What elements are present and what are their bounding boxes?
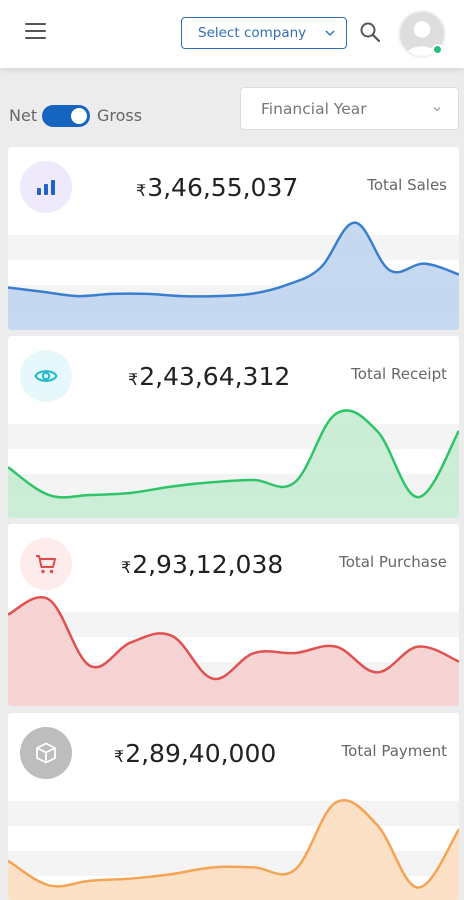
trend-line (8, 221, 459, 298)
card-icon-wrap (20, 161, 72, 213)
trend-line (8, 409, 459, 499)
total-sales-label: Total Sales (367, 176, 447, 194)
card-icon-wrap (20, 350, 72, 402)
chevron-down-icon (325, 30, 335, 36)
amount: 3,46,55,037 (147, 173, 299, 202)
search-icon[interactable] (359, 21, 381, 43)
total-purchase-label: Total Purchase (339, 553, 447, 571)
financial-year-placeholder: Financial Year (261, 99, 367, 118)
total-sales-card[interactable]: ₹3,46,55,037 Total Sales (8, 147, 459, 330)
currency-symbol: ₹ (121, 558, 132, 577)
total-purchase-card[interactable]: ₹2,93,12,038 Total Purchase (8, 524, 459, 706)
card-icon-wrap (20, 727, 72, 779)
company-select-value: Select company (198, 25, 307, 41)
payment-trend-chart (8, 799, 459, 900)
currency-symbol: ₹ (114, 747, 125, 766)
trend-area (8, 800, 459, 900)
financial-year-select[interactable]: Financial Year (240, 87, 459, 130)
total-receipt-card[interactable]: ₹2,43,64,312 Total Receipt (8, 336, 459, 518)
total-purchase-value: ₹2,93,12,038 (121, 550, 283, 579)
toggle-knob (71, 108, 87, 124)
total-receipt-label: Total Receipt (351, 365, 447, 383)
receipt-trend-chart (8, 409, 459, 518)
total-sales-value: ₹3,46,55,037 (136, 173, 298, 202)
grid-band (8, 424, 459, 449)
net-gross-toggle[interactable] (42, 105, 90, 127)
company-select[interactable]: Select company (181, 17, 347, 49)
currency-symbol: ₹ (136, 181, 147, 200)
grid-band (8, 801, 459, 826)
chevron-down-icon (433, 107, 441, 112)
currency-symbol: ₹ (128, 370, 139, 389)
eye-icon (34, 370, 58, 382)
trend-line (8, 799, 459, 889)
trend-area (8, 222, 459, 330)
card-icon-wrap (20, 538, 72, 590)
gross-label: Gross (97, 106, 143, 125)
shopping-cart-icon (36, 555, 56, 574)
bar-chart-icon (37, 180, 55, 195)
total-payment-value: ₹2,89,40,000 (114, 739, 276, 768)
purchase-trend-chart (8, 596, 459, 706)
amount: 2,43,64,312 (139, 362, 291, 391)
package-icon (36, 742, 56, 764)
amount: 2,93,12,038 (132, 550, 284, 579)
app-header: Select company (0, 0, 464, 68)
grid-band (8, 612, 459, 637)
online-status-badge (432, 44, 443, 55)
hamburger-menu-icon[interactable] (25, 23, 46, 40)
amount: 2,89,40,000 (125, 739, 277, 768)
grid-band (8, 235, 459, 260)
trend-line (8, 596, 459, 680)
trend-area (8, 597, 459, 706)
total-receipt-value: ₹2,43,64,312 (128, 362, 290, 391)
total-payment-card[interactable]: ₹2,89,40,000 Total Payment (8, 713, 459, 900)
trend-area (8, 410, 459, 518)
net-label: Net (9, 106, 38, 125)
total-payment-label: Total Payment (341, 742, 447, 760)
sales-trend-chart (8, 221, 459, 330)
